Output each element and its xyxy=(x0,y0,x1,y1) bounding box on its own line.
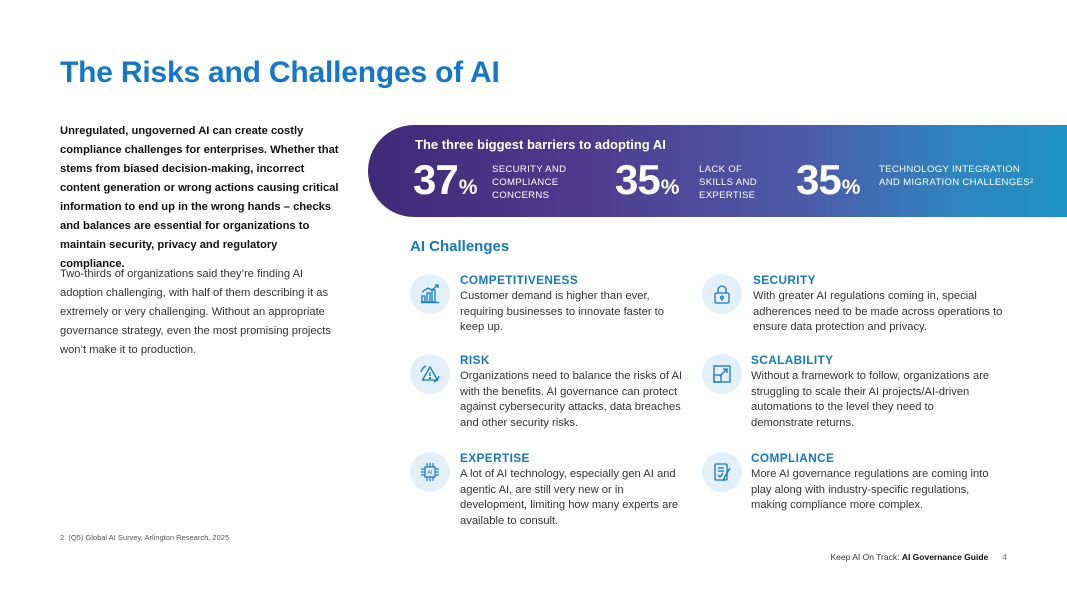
page-number: 4 xyxy=(1002,552,1007,562)
challenge-text: A lot of AI technology, especially gen A… xyxy=(460,468,679,527)
stat-unit: % xyxy=(458,176,478,199)
scale-arrow-icon xyxy=(702,354,742,394)
challenge-text: More AI governance regulations are comin… xyxy=(751,468,989,512)
challenge-title: RISK xyxy=(460,353,490,367)
stat-label: LACK OF SKILLS AND EXPERTISE xyxy=(699,164,757,201)
challenge-title: SECURITY xyxy=(753,273,816,287)
svg-text:AI: AI xyxy=(428,470,433,476)
challenges-section-title: AI Challenges xyxy=(410,238,510,255)
page-footer: Keep AI On Track: AI Governance Guide 4 xyxy=(830,552,1007,562)
challenge-text: Without a framework to follow, organizat… xyxy=(751,370,990,429)
stat-value: 37 xyxy=(413,156,459,203)
stat-label: TECHNOLOGY INTEGRATION AND MIGRATION CHA… xyxy=(879,164,1034,188)
stat-security: 37 % xyxy=(413,159,477,201)
bar-chart-icon xyxy=(410,274,450,314)
footer-guide-title: AI Governance Guide xyxy=(901,552,989,562)
lock-icon xyxy=(702,274,742,314)
stat-unit: % xyxy=(841,176,861,199)
barriers-title: The three biggest barriers to adopting A… xyxy=(415,137,666,152)
challenge-text: Organizations need to balance the risks … xyxy=(460,370,683,429)
barriers-banner: The three biggest barriers to adopting A… xyxy=(368,125,1067,217)
challenge-title: COMPLIANCE xyxy=(751,451,835,465)
challenge-title: COMPETITIVENESS xyxy=(460,273,579,287)
challenge-title: SCALABILITY xyxy=(751,353,834,367)
warning-icon xyxy=(410,354,450,394)
challenge-text: With greater AI regulations coming in, s… xyxy=(753,290,1003,334)
challenge-title: EXPERTISE xyxy=(460,451,530,465)
stat-integration: 35 % xyxy=(796,159,860,201)
stat-skills: 35 % xyxy=(615,159,679,201)
footnote: 2. (Q5) Global AI Survey, Arlington Rese… xyxy=(60,533,230,542)
intro-bold-paragraph: Unregulated, ungoverned AI can create co… xyxy=(60,125,339,270)
page-title: The Risks and Challenges of AI xyxy=(60,56,500,89)
stat-value: 35 xyxy=(615,156,661,203)
compliance-document-icon xyxy=(702,452,742,492)
intro-body-paragraph: Two-thirds of organizations said they’re… xyxy=(60,268,331,356)
stat-label: SECURITY AND COMPLIANCE CONCERNS xyxy=(492,164,567,201)
challenge-text: Customer demand is higher than ever, req… xyxy=(460,290,664,334)
stat-unit: % xyxy=(660,176,680,199)
footer-prefix: Keep AI On Track: xyxy=(830,552,902,562)
ai-chip-icon: AI xyxy=(410,452,450,492)
stat-value: 35 xyxy=(796,156,842,203)
